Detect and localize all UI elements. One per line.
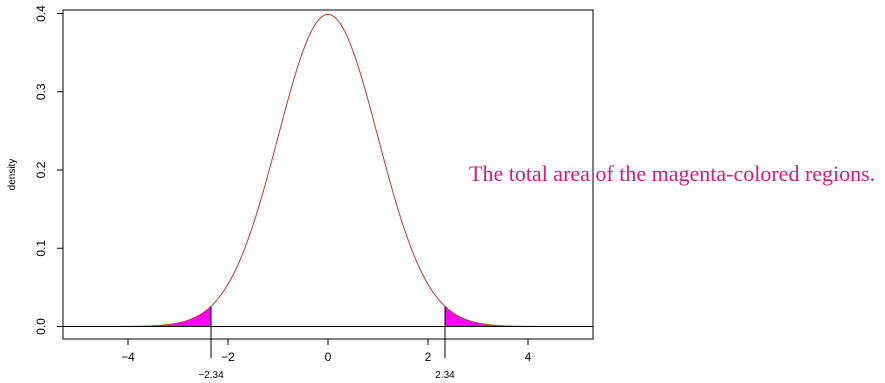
x-tick-label: 2 [425,350,432,364]
critical-value-label: 2.34 [435,370,455,381]
critical-value-label: −2.34 [198,370,224,381]
right-tail-shade [445,306,578,327]
x-tick-label: −4 [121,350,135,364]
density-curve [78,13,578,327]
tail-shades [78,306,578,327]
x-tick-label: −2 [221,350,235,364]
y-tick-label: 0.1 [34,240,48,257]
x-axis: −4 −2 0 2 4 [121,338,532,364]
critical-labels: −2.34 2.34 [198,370,455,381]
y-tick-label: 0.0 [34,318,48,335]
y-tick-label: 0.2 [34,161,48,178]
y-tick-label: 0.3 [34,83,48,100]
y-axis: 0.0 0.1 0.2 0.3 0.4 [34,5,64,335]
y-axis-label: density [7,159,18,191]
x-tick-label: 0 [325,350,332,364]
y-tick-label: 0.4 [34,5,48,22]
annotation-text: The total area of the magenta-colored re… [469,161,876,186]
left-tail-shade [78,306,211,327]
x-tick-label: 4 [525,350,532,364]
critical-lines [210,306,446,358]
